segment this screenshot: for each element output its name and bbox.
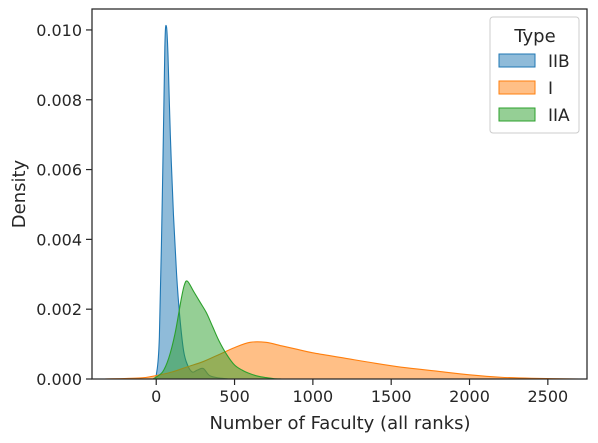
legend-label-i: I bbox=[548, 79, 553, 99]
legend-entries: IIB I IIA bbox=[498, 52, 570, 126]
legend-label-iib: IIB bbox=[548, 52, 570, 72]
series-line-iia bbox=[152, 280, 282, 379]
legend: Type IIB I IIA bbox=[489, 16, 580, 134]
legend-swatch-iib bbox=[498, 53, 536, 68]
x-tick-label: 2000 bbox=[449, 387, 490, 406]
x-tick-label: 500 bbox=[219, 387, 250, 406]
x-tick-label: 1500 bbox=[371, 387, 412, 406]
plot-area bbox=[104, 24, 580, 379]
x-tick-label: 2500 bbox=[527, 387, 568, 406]
series-area-iib bbox=[154, 25, 229, 379]
x-axis: 0 500 1000 1500 2000 2500 bbox=[151, 379, 568, 406]
legend-swatch-i bbox=[498, 80, 536, 95]
y-tick-label: 0.010 bbox=[36, 21, 82, 40]
plot-frame bbox=[91, 8, 588, 380]
legend-swatch-iia bbox=[498, 107, 536, 122]
y-tick-label: 0.008 bbox=[36, 91, 82, 110]
y-tick-label: 0.004 bbox=[36, 230, 82, 249]
y-tick-label: 0.002 bbox=[36, 300, 82, 319]
legend-frame bbox=[489, 16, 580, 134]
series-area-iia bbox=[153, 280, 282, 379]
x-axis-label: Number of Faculty (all ranks) bbox=[209, 413, 470, 434]
x-tick-label: 1000 bbox=[293, 387, 334, 406]
y-axis: 0.000 0.002 0.004 0.006 0.008 0.010 bbox=[36, 21, 92, 389]
y-tick-label: 0.000 bbox=[36, 370, 82, 389]
y-axis-label: Density bbox=[9, 159, 30, 228]
y-tick-label: 0.006 bbox=[36, 161, 82, 180]
legend-title: Type bbox=[513, 26, 555, 47]
x-tick-label: 0 bbox=[151, 387, 161, 406]
legend-label-iia: IIA bbox=[548, 106, 570, 126]
